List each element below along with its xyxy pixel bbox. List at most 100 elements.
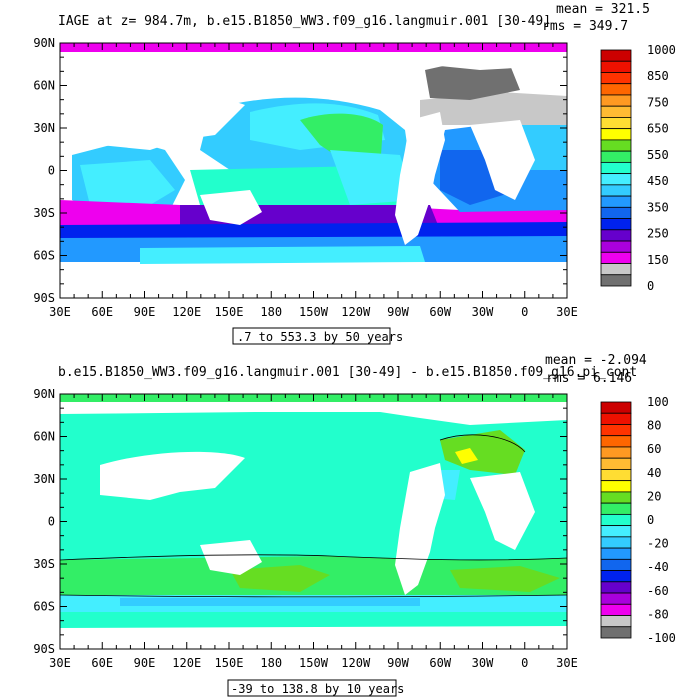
- colorbar-swatch: [600, 401, 632, 414]
- lon-label: 150W: [299, 656, 329, 670]
- bottom-contour-info-box: [227, 679, 397, 697]
- top-colorbar: [600, 49, 632, 287]
- lon-label: 30E: [556, 305, 578, 319]
- lon-label: 150E: [215, 656, 244, 670]
- colorbar-label: 0: [647, 279, 654, 293]
- top-lat-labels: 90N 60N 30N 0 30S 60S 90S: [33, 36, 55, 305]
- colorbar-swatch: [600, 184, 632, 197]
- lat-label: 90N: [33, 36, 55, 50]
- lon-label: 90E: [134, 656, 156, 670]
- bottom-panel: b.e15.B1850_WW3.f09_g16.langmuir.001 [30…: [33, 353, 676, 697]
- colorbar-swatch: [600, 128, 632, 141]
- lat-label: 60S: [33, 249, 55, 263]
- colorbar-swatch: [600, 570, 632, 583]
- colorbar-label: 150: [647, 253, 669, 267]
- lat-label: 30N: [33, 472, 55, 486]
- lat-label: 90N: [33, 387, 55, 401]
- bottom-title: b.e15.B1850_WW3.f09_g16.langmuir.001 [30…: [58, 365, 637, 380]
- bottom-contour-info: -39 to 138.8 by 10 years: [231, 682, 404, 696]
- lon-label: 120E: [172, 656, 201, 670]
- bottom-ticks: [59, 393, 568, 650]
- lon-label: 180: [260, 656, 282, 670]
- colorbar-label: 40: [647, 466, 661, 480]
- colorbar-swatch: [600, 592, 632, 605]
- colorbar-label: 550: [647, 148, 669, 162]
- colorbar-swatch: [600, 558, 632, 571]
- colorbar-swatch: [600, 49, 632, 62]
- lon-label: 120W: [341, 305, 371, 319]
- colorbar-swatch: [600, 626, 632, 639]
- lon-label: 150E: [215, 305, 244, 319]
- lon-label: 90E: [134, 305, 156, 319]
- lat-label: 30N: [33, 121, 55, 135]
- lat-label: 60N: [33, 430, 55, 444]
- colorbar-swatch: [600, 525, 632, 538]
- lat-label: 60N: [33, 79, 55, 93]
- colorbar-label: 20: [647, 489, 661, 503]
- lon-label: 150W: [299, 305, 329, 319]
- colorbar-swatch: [600, 424, 632, 437]
- colorbar-label: -100: [647, 631, 676, 645]
- lat-label: 60S: [33, 600, 55, 614]
- colorbar-swatch: [600, 195, 632, 208]
- colorbar-label: 250: [647, 227, 669, 241]
- lon-label: 120E: [172, 305, 201, 319]
- colorbar-swatch: [600, 457, 632, 470]
- lat-label: 30S: [33, 557, 55, 571]
- bottom-lon-labels: 30E 60E 90E 120E 150E 180 150W 120W 90W 60W 30W 0 30…: [49, 656, 578, 670]
- lon-label: 30E: [49, 305, 71, 319]
- colorbar-swatch: [600, 491, 632, 504]
- lat-label: 90S: [33, 291, 55, 305]
- lon-label: 30E: [556, 656, 578, 670]
- lat-label: 90S: [33, 642, 55, 656]
- top-lon-labels: 30E 60E 90E 120E 150E 180 150W 120W 90W 60W 30W 0 30…: [49, 305, 578, 319]
- top-title: IAGE at z= 984.7m, b.e15.B1850_WW3.f09_g…: [58, 14, 551, 29]
- lon-label: 120W: [341, 656, 371, 670]
- colorbar-label: 750: [647, 95, 669, 109]
- colorbar-swatch: [600, 206, 632, 219]
- colorbar-label: 1000: [647, 43, 676, 57]
- top-rms: rms = 349.7: [542, 19, 628, 34]
- colorbar-swatch: [600, 536, 632, 549]
- top-ticks: [59, 42, 568, 299]
- colorbar-swatch: [600, 274, 632, 287]
- colorbar-swatch: [600, 263, 632, 276]
- bottom-colorbar: [600, 401, 632, 639]
- colorbar-swatch: [600, 547, 632, 560]
- colorbar-swatch: [600, 60, 632, 73]
- lat-label: 0: [48, 164, 55, 178]
- bottom-mean: mean = -2.094: [545, 353, 647, 368]
- colorbar-label: 350: [647, 200, 669, 214]
- colorbar-label: -40: [647, 560, 669, 574]
- colorbar-label: 80: [647, 419, 661, 433]
- colorbar-swatch: [600, 581, 632, 594]
- lon-label: 30W: [472, 656, 494, 670]
- lon-label: 60E: [91, 305, 113, 319]
- lon-label: 180: [260, 305, 282, 319]
- lon-label: 30W: [472, 305, 494, 319]
- lon-label: 60W: [429, 656, 451, 670]
- top-contour-info: .7 to 553.3 by 50 years: [237, 330, 403, 344]
- top-contour-info-box: [232, 327, 391, 345]
- colorbar-swatch: [600, 412, 632, 425]
- lon-label: 0: [521, 656, 528, 670]
- colorbar-swatch: [600, 139, 632, 152]
- colorbar-swatch: [600, 603, 632, 616]
- colorbar-swatch: [600, 150, 632, 163]
- lat-label: 0: [48, 515, 55, 529]
- lon-label: 90W: [387, 305, 409, 319]
- lon-label: 60E: [91, 656, 113, 670]
- colorbar-label: 450: [647, 174, 669, 188]
- colorbar-swatch: [600, 502, 632, 515]
- colorbar-swatch: [600, 615, 632, 628]
- colorbar-swatch: [600, 72, 632, 85]
- colorbar-swatch: [600, 229, 632, 242]
- colorbar-swatch: [600, 251, 632, 264]
- colorbar-swatch: [600, 446, 632, 459]
- top-panel: IAGE at z= 984.7m, b.e15.B1850_WW3.f09_g…: [33, 2, 676, 345]
- colorbar-label: 0: [647, 513, 654, 527]
- lon-label: 60W: [429, 305, 451, 319]
- colorbar-label: 60: [647, 442, 661, 456]
- colorbar-swatch: [600, 161, 632, 175]
